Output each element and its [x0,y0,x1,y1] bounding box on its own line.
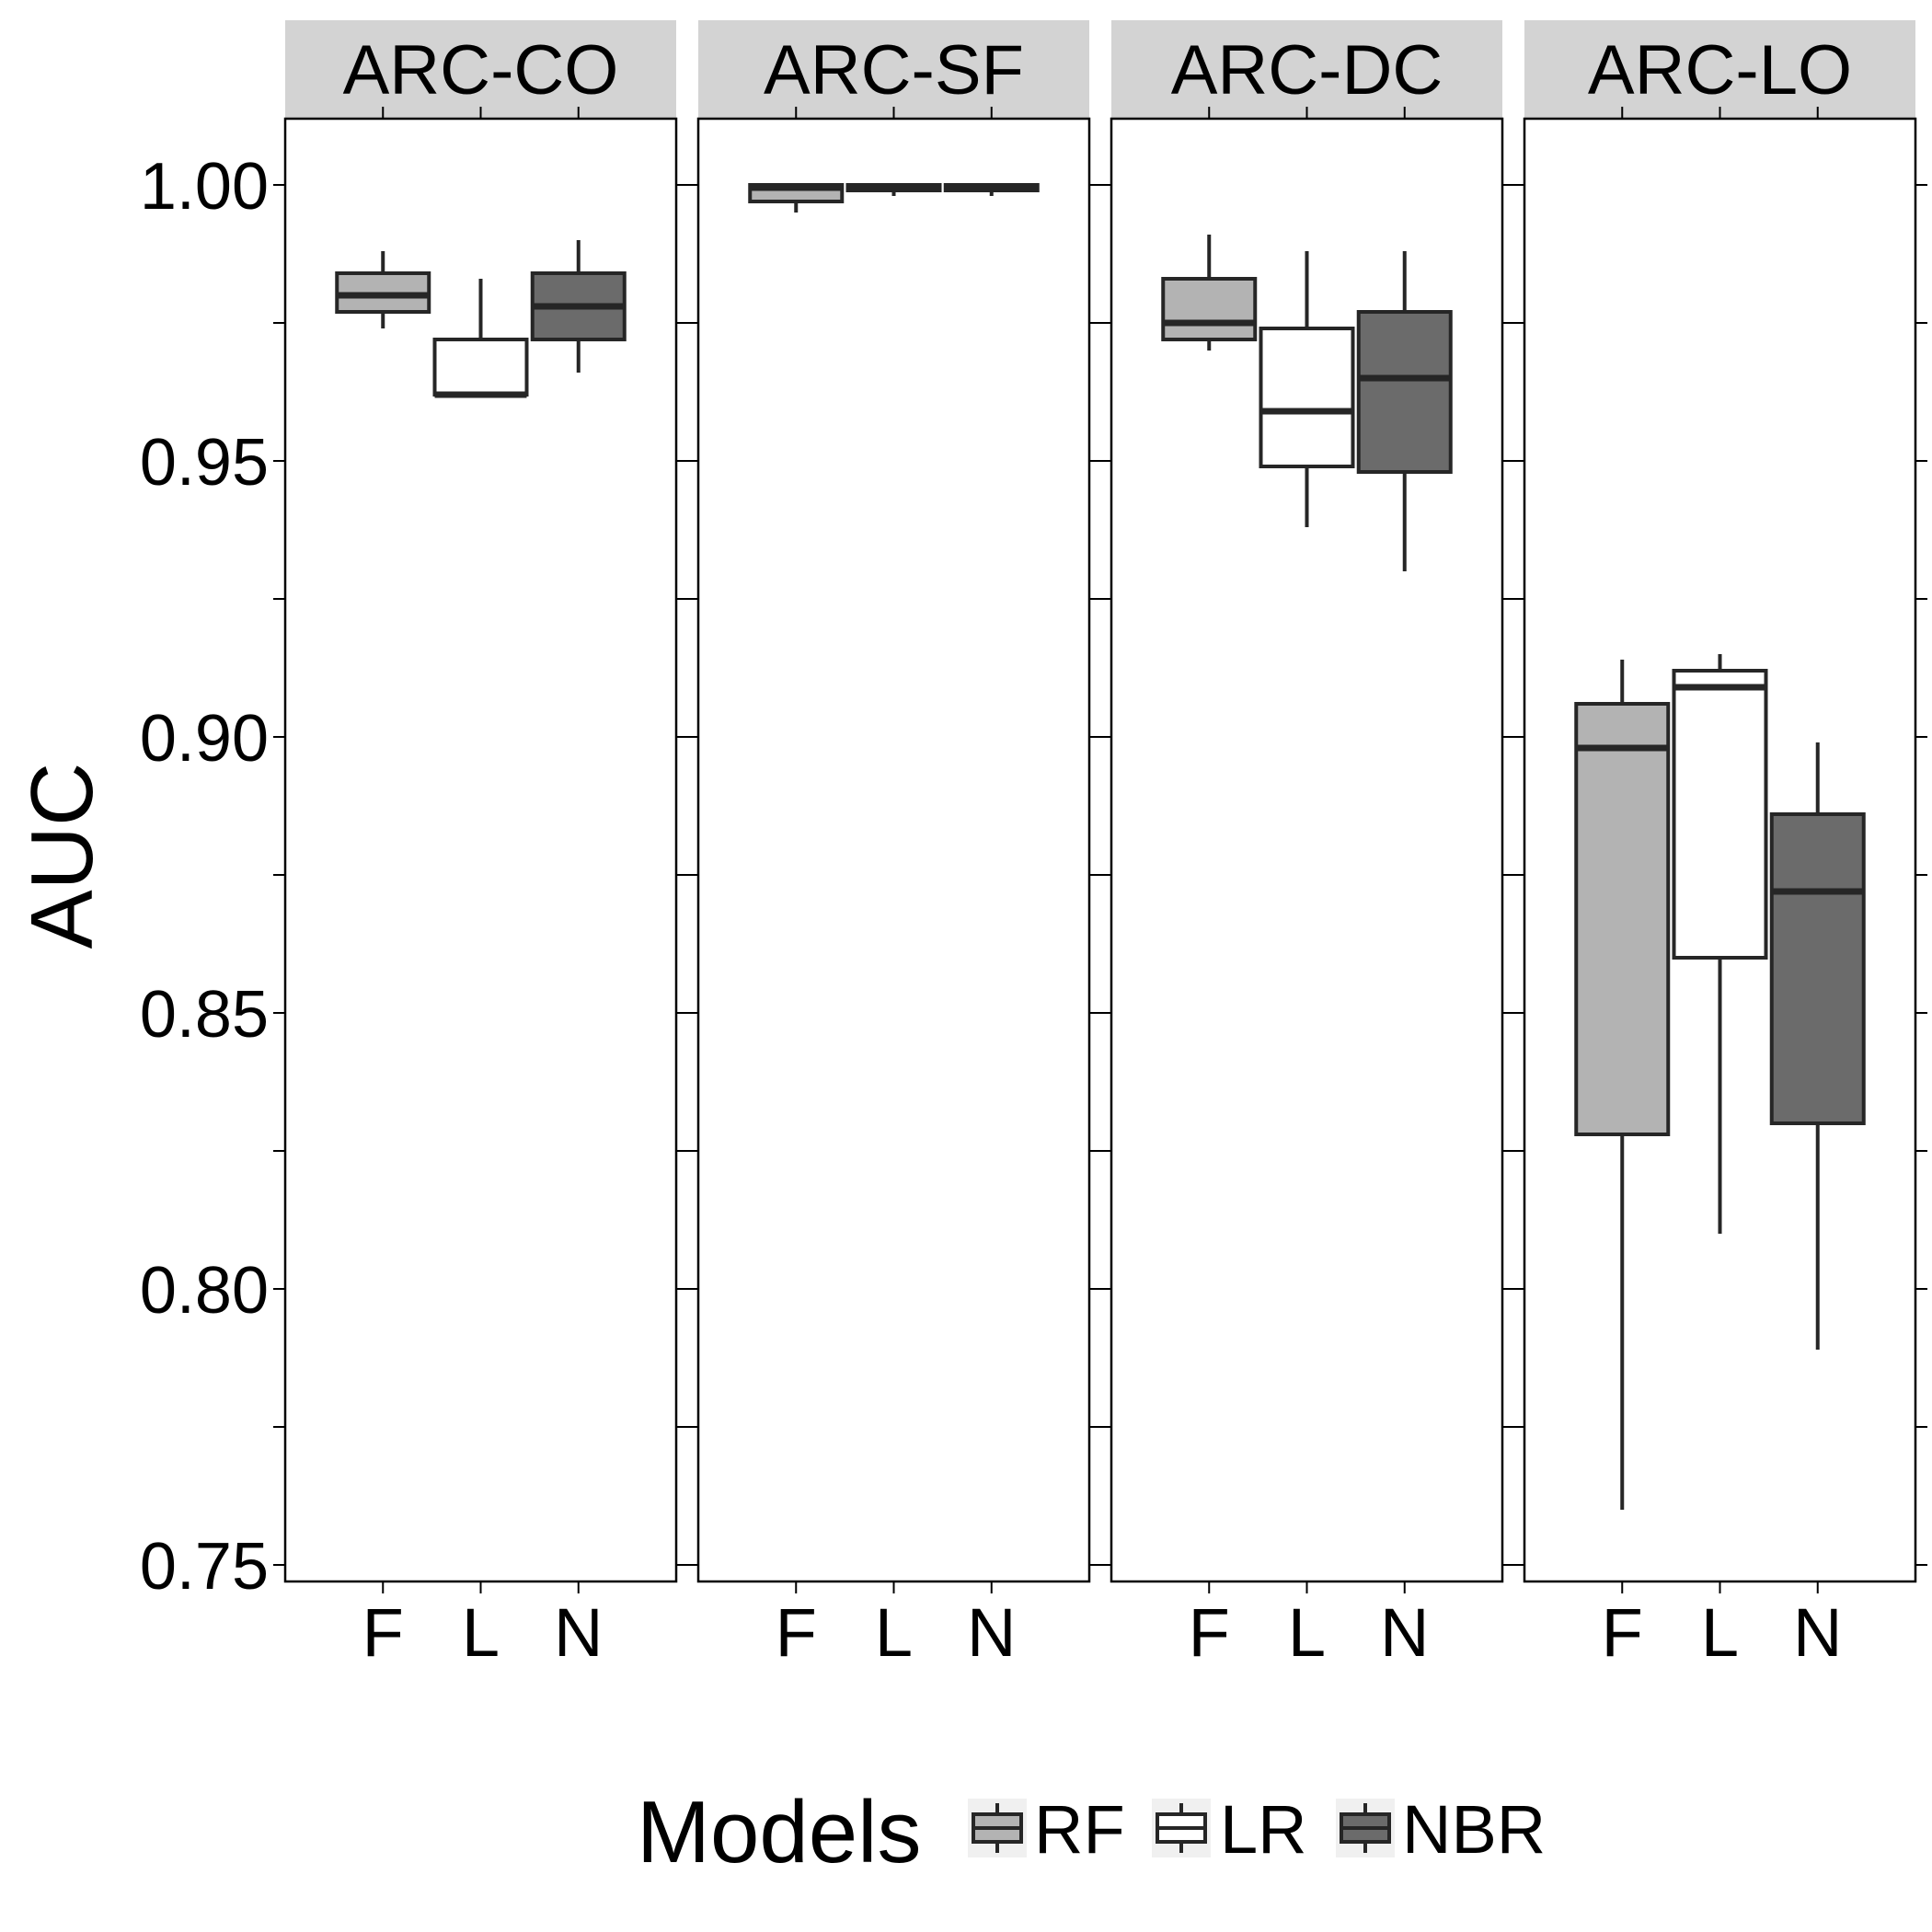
facet-panel: ARC-DC F L N [1099,20,1514,1671]
box-L [845,183,942,196]
box-L [1672,654,1768,1234]
box-F [1161,235,1258,351]
facet-strip [1524,20,1915,119]
x-tick-label: N [967,1594,1016,1671]
x-tick-label: N [1380,1594,1429,1671]
facet-strip-label: ARC-LO [1588,31,1852,109]
x-tick-label: N [554,1594,603,1671]
facet-strip-label: ARC-SF [764,31,1024,109]
legend-key-LR [1152,1799,1211,1857]
facet-panel: ARC-CO F L N [273,20,688,1671]
legend-title: Models [637,1783,921,1881]
panel-border [696,117,1091,1583]
box-iqr [1356,310,1453,474]
legend-label: NBR [1402,1791,1546,1868]
x-tick-label: L [462,1594,500,1671]
legend-label: RF [1034,1791,1125,1868]
y-tick-label: 0.90 [140,702,269,776]
legend: Models RF LR NBR [637,1783,1546,1881]
box-F [748,183,845,213]
box-N [1356,251,1453,571]
box-iqr [1769,812,1866,1125]
x-tick-label: F [1602,1594,1643,1671]
y-tick-label: 0.95 [140,426,269,500]
facet-panel: ARC-SF F L N [686,20,1101,1671]
facet-strip-label: ARC-DC [1171,31,1443,109]
x-tick-label: N [1793,1594,1842,1671]
facet-strip [285,20,676,119]
box-N [1769,742,1866,1350]
facet-panel: ARC-LO F L N [1512,20,1927,1671]
legend-label: LR [1220,1791,1307,1868]
facet-strip [698,20,1089,119]
box-N [530,240,627,373]
legend-key-NBR [1336,1799,1395,1857]
y-tick-label: 0.80 [140,1254,269,1328]
y-tick-label: 0.75 [140,1530,269,1604]
box-F [335,251,431,328]
box-L [432,279,529,398]
box-iqr [1672,669,1768,960]
box-L [1259,251,1355,527]
x-tick-label: L [1288,1594,1326,1671]
legend-key-RF [968,1799,1027,1857]
box-F [1574,660,1671,1510]
facet-strip [1111,20,1502,119]
box-iqr [1259,327,1355,468]
box-iqr [1574,702,1671,1136]
box-iqr [1161,277,1258,341]
y-tick-label: 0.85 [140,978,269,1052]
y-tick-label: 1.00 [140,150,269,224]
x-tick-label: F [362,1594,404,1671]
box-iqr [432,338,529,397]
x-tick-label: F [1189,1594,1230,1671]
y-axis-title: AUC [13,763,111,949]
x-tick-label: L [1701,1594,1739,1671]
x-tick-label: L [875,1594,913,1671]
facet-strip-label: ARC-CO [343,31,619,109]
x-tick-label: F [776,1594,817,1671]
box-N [943,183,1040,196]
